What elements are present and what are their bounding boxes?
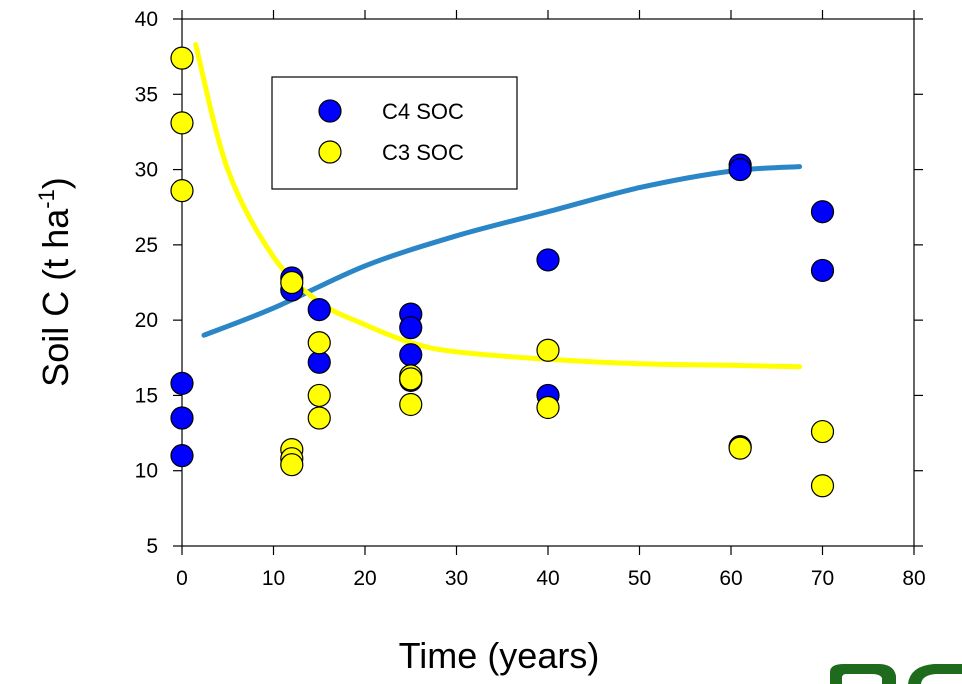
x-tick-label: 50 <box>628 567 651 590</box>
data-point-c3-soc <box>307 383 331 408</box>
data-point-c3-soc <box>170 111 194 135</box>
axis-ticks: 0 10 20 30 40 50 60 70 80 5 10 15 20 25 30 35 40 <box>135 8 926 590</box>
data-point-c3-soc <box>728 436 752 460</box>
x-tick-label: 20 <box>353 567 376 590</box>
fit-line-c3-soc <box>193 42 803 370</box>
y-tick-label: 30 <box>135 159 158 182</box>
y-tick-label: 40 <box>135 8 158 31</box>
data-point-c3-soc <box>536 395 560 420</box>
data-point-c4-soc <box>170 371 194 395</box>
y-tick-label: 35 <box>135 83 158 106</box>
data-point-c4-soc <box>728 157 752 182</box>
y-tick-label: 20 <box>135 309 158 332</box>
y-tick-label: 15 <box>135 384 158 407</box>
data-points <box>170 46 835 498</box>
data-point-c4-soc <box>810 200 835 224</box>
fit-line-c4-soc <box>201 164 803 338</box>
x-axis-title: Time (years) <box>399 635 600 676</box>
corner-logo-fragment <box>830 664 962 684</box>
x-tick-label: 0 <box>176 567 188 590</box>
data-point-c3-soc <box>280 453 304 477</box>
fit-lines <box>193 42 803 370</box>
data-point-c3-soc <box>307 406 331 430</box>
y-tick-label: 25 <box>135 234 158 257</box>
data-point-c4-soc <box>170 406 194 430</box>
y-axis-title-close: ) <box>35 177 76 189</box>
x-tick-label: 10 <box>262 567 285 590</box>
y-axis-title: Soil C (t ha-1) <box>34 177 76 387</box>
x-tick-label: 30 <box>445 567 468 590</box>
data-point-c4-soc <box>399 316 423 340</box>
x-tick-label: 60 <box>719 567 742 590</box>
data-point-c4-soc <box>170 444 194 468</box>
data-point-c3-soc <box>399 367 423 391</box>
legend: C4 SOC C3 SOC <box>271 76 518 190</box>
data-point-c3-soc <box>399 392 423 417</box>
x-tick-label: 40 <box>536 567 559 590</box>
data-point-c3-soc <box>810 419 835 444</box>
data-point-c3-soc <box>280 270 304 295</box>
data-point-c4-soc <box>536 248 560 272</box>
data-point-c3-soc <box>536 338 560 362</box>
logo-arc-right <box>908 664 962 684</box>
data-point-c4-soc <box>307 350 331 374</box>
y-tick-label: 10 <box>135 460 158 483</box>
legend-label-c3: C3 SOC <box>382 140 464 165</box>
legend-marker-c3 <box>318 140 342 164</box>
data-point-c4-soc <box>399 343 423 367</box>
logo-arc-left <box>830 664 896 684</box>
data-point-c4-soc <box>307 298 331 322</box>
data-point-c4-soc <box>810 258 835 283</box>
y-axis-title-superscript: -1 <box>34 189 59 209</box>
y-axis-title-main: Soil C (t ha <box>35 208 76 387</box>
data-point-c3-soc <box>170 46 194 70</box>
legend-box <box>271 76 518 190</box>
legend-label-c4: C4 SOC <box>382 99 464 124</box>
data-point-c3-soc <box>170 179 194 203</box>
data-point-c3-soc <box>810 474 835 498</box>
x-tick-label: 70 <box>811 567 834 590</box>
legend-marker-c4 <box>318 99 342 123</box>
x-tick-label: 80 <box>902 567 925 590</box>
data-point-c3-soc <box>307 331 331 355</box>
y-tick-label: 5 <box>146 535 158 558</box>
